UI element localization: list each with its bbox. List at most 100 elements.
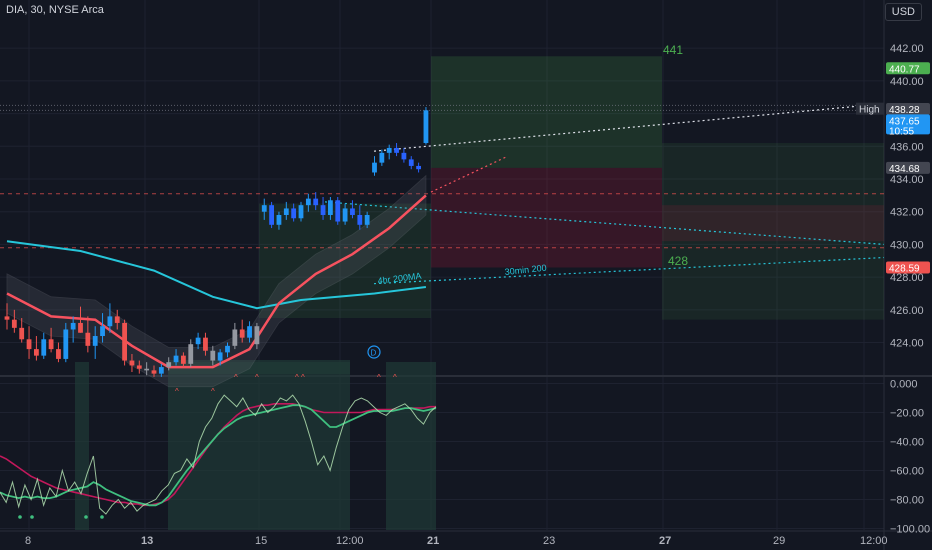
osc-highlight-zone	[75, 362, 89, 530]
time-tick-label: 13	[141, 535, 153, 547]
projection-label-428: 428	[668, 254, 688, 268]
osc-highlight-zone	[168, 360, 350, 374]
candle-body	[188, 344, 194, 364]
osc-peak-marker: ^	[175, 387, 179, 396]
price-tick-label: 430.00	[890, 239, 924, 251]
interval-label[interactable]: 30	[30, 4, 43, 16]
candle-body	[305, 198, 311, 206]
time-tick-label: 12:00	[860, 535, 888, 547]
candle-body	[394, 147, 399, 153]
target-zone	[431, 56, 662, 168]
dividend-marker-label: D	[371, 349, 377, 358]
osc-highlight-zone	[386, 362, 436, 530]
candle-body	[261, 205, 267, 212]
candle-body	[416, 165, 421, 170]
candle-body	[364, 214, 370, 225]
last-price-tag	[886, 114, 930, 135]
candle-body	[254, 326, 260, 345]
price-tick-label: 432.00	[890, 207, 924, 219]
label-30min-200: 30min 200	[504, 263, 547, 277]
stop-price-tag	[886, 161, 930, 174]
osc-tick-label: −40.00	[890, 436, 924, 448]
candle-body	[225, 345, 230, 353]
candle-body	[210, 350, 216, 361]
candle-body	[408, 159, 414, 166]
candle-body	[173, 355, 179, 363]
candle-body	[85, 332, 91, 346]
candle-body	[19, 327, 25, 340]
candle-body	[291, 208, 297, 219]
time-tick-label: 23	[543, 535, 555, 547]
candle-body	[379, 152, 385, 163]
osc-peak-marker: ^	[234, 373, 238, 382]
candle-body	[122, 322, 127, 361]
candle-body	[41, 339, 47, 356]
osc-tick-label: −100.00	[890, 524, 930, 536]
price-tick-label: 442.00	[890, 43, 924, 55]
osc-peak-marker: ^	[377, 373, 381, 382]
osc-signal-dot	[100, 515, 104, 519]
last-price-tag-text: 10:55	[889, 126, 914, 137]
osc-signal-dot	[30, 515, 34, 519]
stop-zone	[431, 167, 662, 268]
mid-price-tag	[886, 261, 930, 274]
osc-peak-marker: ^	[393, 373, 397, 382]
time-tick-label: 12:00	[336, 535, 364, 547]
candle-body	[136, 365, 142, 369]
candle-body	[342, 208, 348, 222]
high-price-tag	[886, 103, 930, 116]
candle-body	[158, 367, 164, 374]
candle-body	[107, 316, 113, 327]
mid-price-tag-text: 428.59	[889, 263, 920, 274]
last-price-tag-text: 437.65	[889, 116, 920, 127]
candle-body	[401, 152, 407, 160]
symbol-label[interactable]: DIA	[6, 4, 25, 16]
extension-stop-zone	[662, 205, 884, 242]
trendline-4hr-200ma	[324, 201, 885, 246]
osc-peak-marker: ^	[255, 373, 259, 382]
price-tick-label: 426.00	[890, 305, 924, 317]
candle-body	[114, 316, 120, 323]
osc-ma-line	[0, 404, 437, 507]
osc-highlight-zone	[168, 362, 350, 530]
currency-button[interactable]: USD	[884, 3, 922, 21]
candle-body	[92, 336, 98, 346]
candle-body	[232, 329, 238, 346]
candle-body	[34, 349, 39, 356]
candle-body	[276, 214, 282, 225]
dividend-marker	[367, 345, 381, 359]
candle-body	[350, 208, 355, 215]
high-label-box	[856, 102, 884, 115]
candle-body	[78, 322, 83, 333]
candle-body	[4, 316, 10, 320]
candle-body	[335, 200, 341, 222]
high-price-tag-text: 438.28	[889, 105, 920, 116]
candle-body	[269, 205, 274, 225]
price-tick-label: 440.00	[890, 76, 924, 88]
osc-tick-label: 0.000	[890, 378, 918, 390]
candle-body	[129, 360, 135, 366]
price-tick-label: 434.00	[890, 174, 924, 186]
osc-peak-marker: ^	[295, 373, 299, 382]
candle-body	[357, 214, 363, 225]
osc-tick-label: −80.00	[890, 495, 924, 507]
target-price-tag-text: 440.77	[889, 64, 920, 75]
candle-body	[217, 352, 223, 361]
price-tick-label: 436.00	[890, 141, 924, 153]
candle-body	[283, 208, 289, 215]
osc-tick-label: −20.00	[890, 407, 924, 419]
time-tick-label: 21	[427, 535, 439, 547]
time-tick-label: 27	[659, 535, 671, 547]
time-tick-label: 29	[773, 535, 785, 547]
time-tick-label: 15	[255, 535, 267, 547]
candle-body	[144, 368, 150, 371]
candle-body	[56, 349, 61, 359]
osc-tick-label: −60.00	[890, 466, 924, 478]
candle-body	[423, 110, 429, 144]
target-price-tag	[886, 62, 930, 75]
candle-body	[247, 326, 252, 338]
candle-body	[63, 329, 69, 359]
candle-body	[70, 322, 76, 330]
osc-peak-marker: ^	[211, 387, 215, 396]
